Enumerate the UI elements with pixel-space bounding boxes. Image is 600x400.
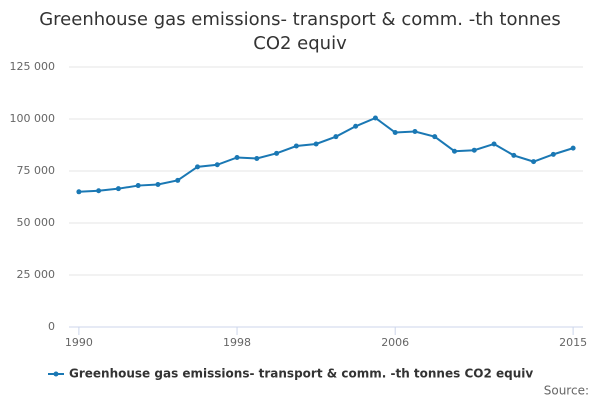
data-point xyxy=(353,123,359,129)
data-point xyxy=(313,141,319,147)
data-point xyxy=(432,134,438,140)
y-tick-label: 100 000 xyxy=(10,112,56,125)
legend-marker xyxy=(53,371,59,377)
data-point xyxy=(372,115,378,121)
source: Source: xyxy=(544,384,589,398)
data-point xyxy=(293,143,299,149)
y-tick-label: 75 000 xyxy=(17,164,56,177)
x-tick-label: 1998 xyxy=(223,336,251,349)
y-tick-label: 50 000 xyxy=(17,216,56,229)
y-tick-label: 0 xyxy=(48,320,55,333)
x-tick-label: 2006 xyxy=(381,336,409,349)
data-point xyxy=(115,186,121,192)
x-tick-label: 2015 xyxy=(559,336,587,349)
data-point xyxy=(214,162,220,168)
legend-label: Greenhouse gas emissions- transport & co… xyxy=(69,367,533,381)
data-point xyxy=(511,152,517,158)
y-tick-label: 125 000 xyxy=(10,60,56,73)
data-point xyxy=(531,159,537,165)
data-point xyxy=(175,177,181,183)
data-point xyxy=(195,164,200,170)
chart-title: Greenhouse gas emissions- transport & co… xyxy=(39,9,561,54)
data-point xyxy=(254,156,260,162)
data-point xyxy=(452,148,457,154)
data-point xyxy=(550,151,556,157)
data-point xyxy=(333,134,339,140)
data-point xyxy=(76,189,82,195)
data-point xyxy=(570,145,576,151)
y-tick-label: 25 000 xyxy=(17,268,56,281)
data-point xyxy=(135,183,141,189)
data-point xyxy=(392,130,398,136)
x-tick-label: 1990 xyxy=(65,336,93,349)
data-point xyxy=(274,150,280,156)
series-line xyxy=(78,116,574,193)
data-point xyxy=(96,188,102,194)
data-point xyxy=(234,154,240,160)
data-point xyxy=(155,182,161,188)
data-point xyxy=(491,141,497,147)
data-point xyxy=(412,128,418,134)
data-point xyxy=(471,147,477,153)
